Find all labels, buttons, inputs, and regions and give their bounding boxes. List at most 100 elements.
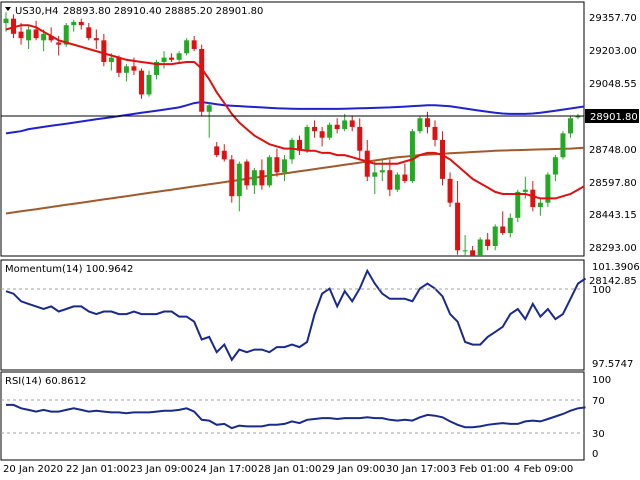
candle-body xyxy=(552,157,558,175)
candle-body xyxy=(500,226,506,233)
candle-body xyxy=(462,250,468,252)
candle-body xyxy=(18,31,24,39)
candle-body xyxy=(3,18,9,23)
price-panel-frame[interactable] xyxy=(0,1,585,257)
current-price-label: 28901.80 xyxy=(590,112,638,123)
candle-body xyxy=(56,42,62,45)
candle-body xyxy=(123,66,129,73)
rsi-tick: 70 xyxy=(592,396,605,407)
symbol-label: US30,H4 xyxy=(15,6,58,17)
momentum-tick: 97.5747 xyxy=(592,359,633,370)
ma-fast-line xyxy=(5,24,584,200)
time-tick: 28 Jan 01:00 xyxy=(258,464,321,475)
time-tick: 3 Feb 01:00 xyxy=(450,464,509,475)
time-tick: 20 Jan 2020 xyxy=(3,464,63,475)
rsi-line xyxy=(6,403,586,430)
candle-body xyxy=(349,120,355,127)
candle-body xyxy=(477,239,483,256)
time-tick: 29 Jan 09:00 xyxy=(322,464,385,475)
candle-body xyxy=(530,189,536,208)
candle-body xyxy=(417,118,423,132)
momentum-title: Momentum(14) 100.9642 xyxy=(5,264,133,275)
momentum-tick: 100 xyxy=(592,285,611,296)
candle-body xyxy=(116,57,122,73)
candle-body xyxy=(146,74,152,95)
price-tick: 28748.00 xyxy=(589,145,637,156)
collapse-arrow-icon[interactable] xyxy=(5,7,11,11)
candle-body xyxy=(470,250,476,256)
candle-body xyxy=(515,191,521,218)
price-tick: 28293.00 xyxy=(589,243,637,254)
momentum-tick: 101.3906 xyxy=(592,262,640,273)
candle-body xyxy=(169,57,175,60)
candle-body xyxy=(289,139,295,160)
time-tick: 30 Jan 17:00 xyxy=(386,464,449,475)
candle-body xyxy=(485,239,491,246)
candle-body xyxy=(184,40,190,54)
rsi-plot xyxy=(6,403,586,430)
price-tick: 28597.80 xyxy=(589,178,637,189)
candle-body xyxy=(522,189,528,192)
candle-body xyxy=(537,202,543,208)
momentum-panel-frame[interactable] xyxy=(0,259,585,371)
candle-body xyxy=(567,118,573,134)
candle-body xyxy=(131,66,137,71)
time-tick: 24 Jan 17:00 xyxy=(194,464,257,475)
candle-body xyxy=(206,105,212,112)
candle-body xyxy=(492,226,498,246)
candle-body xyxy=(432,126,438,140)
ma-mid-line xyxy=(5,100,584,135)
candle-body xyxy=(93,38,99,41)
candle-body xyxy=(364,150,370,177)
candle-body xyxy=(199,48,205,112)
rsi-title: RSI(14) 60.8612 xyxy=(5,376,86,387)
candle-body xyxy=(447,178,453,203)
candle-body xyxy=(409,131,415,182)
candle-body xyxy=(274,157,280,173)
candle-body xyxy=(101,40,107,62)
candle-body xyxy=(48,35,54,41)
rsi-panel-frame[interactable] xyxy=(0,371,585,461)
candle-body xyxy=(387,170,393,190)
candle-body xyxy=(138,70,144,95)
candle-body xyxy=(11,18,17,34)
time-axis: 20 Jan 2020 22 Jan 01:00 23 Jan 09:00 24… xyxy=(3,464,573,475)
price-tick: 29203.00 xyxy=(589,46,637,57)
price-tick: 28142.85 xyxy=(589,276,637,287)
candle-body xyxy=(161,57,167,62)
momentum-line xyxy=(5,268,587,362)
rsi-tick: 30 xyxy=(592,429,605,440)
candle-body xyxy=(455,202,461,251)
candle-body xyxy=(154,61,160,75)
candle-body xyxy=(33,29,39,39)
candle-body xyxy=(259,170,265,186)
candle-body xyxy=(78,21,84,26)
candle-body xyxy=(41,33,47,41)
candle-body xyxy=(297,139,303,151)
price-tick: 29357.70 xyxy=(589,13,637,24)
candle-body xyxy=(319,131,325,138)
candle-body xyxy=(402,174,408,182)
chart-header: US30,H4 28893.80 28910.40 28885.20 28901… xyxy=(5,6,263,17)
candle-body xyxy=(191,40,197,49)
candle-body xyxy=(334,124,340,130)
candle-body xyxy=(236,163,242,197)
time-tick: 23 Jan 09:00 xyxy=(130,464,193,475)
candle-body xyxy=(26,29,32,41)
candle-body xyxy=(214,146,220,156)
candle-body xyxy=(394,174,400,190)
current-price-box xyxy=(585,109,639,123)
price-axis: 29357.70 29203.00 29048.55 28748.00 2859… xyxy=(589,13,637,287)
candle-body xyxy=(221,150,227,160)
candle-body xyxy=(281,159,287,173)
candle-body xyxy=(379,170,385,173)
candle-body xyxy=(108,57,114,62)
price-tick: 28443.15 xyxy=(589,210,637,221)
ma-slow-line xyxy=(5,146,584,215)
candle-body xyxy=(424,118,430,127)
candle-body xyxy=(304,126,310,151)
candle-body xyxy=(372,172,378,177)
candle-body xyxy=(357,126,363,151)
candle-body xyxy=(229,159,235,197)
